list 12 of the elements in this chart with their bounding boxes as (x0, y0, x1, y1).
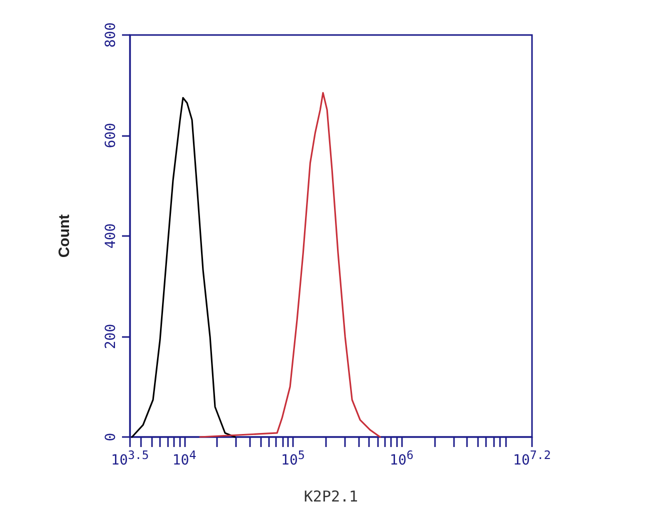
x-tick-label: 10$^{3.5}$ (111, 448, 149, 469)
y-tick-label: 800 (103, 22, 119, 48)
y-tick-label: 200 (103, 324, 119, 350)
x-tick-label: 10$^{6}$ (390, 448, 414, 469)
x-tick-label: 10$^{5}$ (281, 448, 305, 469)
y-tick-label: 0 (103, 432, 119, 442)
y-tick-label: 600 (103, 122, 119, 148)
x-tick-label: 10$^{4}$ (172, 448, 196, 469)
x-tick-label: 10$^{7.2}$ (513, 448, 551, 469)
x-axis-title: K2P2.1 (304, 488, 358, 506)
y-tick-label: 400 (103, 223, 119, 249)
y-axis-title: Count (56, 214, 73, 258)
